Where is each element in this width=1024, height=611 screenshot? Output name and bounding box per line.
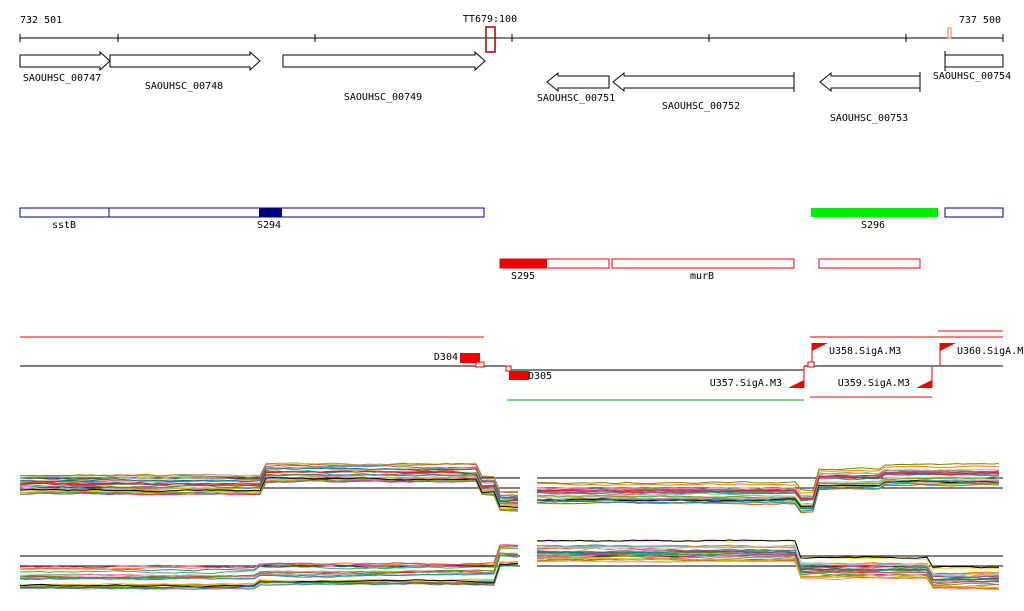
gene-label: SAOUHSC_00753 bbox=[830, 113, 908, 124]
profile-trace bbox=[536, 559, 1000, 591]
tu-label: D305 bbox=[528, 371, 552, 382]
profile-trace bbox=[19, 473, 519, 504]
promoter-flag[interactable] bbox=[916, 380, 932, 388]
profile-trace bbox=[19, 470, 519, 502]
tu-block[interactable] bbox=[460, 353, 480, 363]
profile-trace bbox=[536, 548, 1000, 579]
segment-label: S295 bbox=[511, 271, 535, 282]
segment-track-forward: sstB S294 S296 bbox=[19, 207, 1004, 231]
coordinate-ruler: 732 501 737 500 TT679:100 bbox=[19, 14, 1004, 53]
profile-trace bbox=[20, 462, 519, 493]
profile-trace bbox=[536, 463, 1000, 492]
segment-highlight[interactable] bbox=[259, 208, 282, 217]
profile-trace bbox=[536, 480, 1000, 510]
tu-label: U358.SigA.M3 bbox=[829, 346, 901, 357]
expression-profiles bbox=[19, 462, 1003, 591]
profile-trace bbox=[19, 544, 519, 569]
profile-trace bbox=[536, 539, 1000, 569]
tu-label: D304 bbox=[434, 352, 458, 363]
segment-box[interactable] bbox=[108, 207, 485, 218]
segment-box[interactable] bbox=[611, 258, 795, 269]
segment-highlight[interactable] bbox=[811, 208, 938, 217]
gene-label: SAOUHSC_00749 bbox=[344, 92, 422, 103]
segment-label: sstB bbox=[52, 220, 76, 231]
segment-label: S296 bbox=[861, 220, 885, 231]
gene-arrow[interactable] bbox=[282, 50, 486, 72]
site-marker[interactable] bbox=[947, 27, 952, 39]
profile-trace bbox=[536, 482, 1000, 512]
segment-label: murB bbox=[690, 271, 714, 282]
profile-trace bbox=[19, 564, 519, 590]
promoter-flag[interactable] bbox=[812, 343, 828, 351]
profile-trace bbox=[19, 464, 519, 496]
segment-label: S294 bbox=[257, 220, 281, 231]
ruler-marker-label: TT679:100 bbox=[463, 14, 517, 25]
profile-trace bbox=[19, 469, 519, 501]
gene-label: SAOUHSC_00748 bbox=[145, 81, 223, 92]
profile-trace bbox=[19, 560, 519, 586]
gene-label: SAOUHSC_00754 bbox=[933, 71, 1011, 82]
gene-arrow[interactable] bbox=[546, 71, 610, 93]
promoter-flag[interactable] bbox=[940, 343, 956, 351]
profile-trace bbox=[536, 550, 999, 581]
segment-box[interactable] bbox=[944, 207, 1004, 218]
profile-trace bbox=[19, 547, 519, 575]
profile-trace bbox=[19, 552, 519, 579]
profile-trace bbox=[19, 554, 519, 581]
profile-trace bbox=[536, 473, 1000, 502]
segment-box[interactable] bbox=[19, 207, 110, 218]
gene-label: SAOUHSC_00747 bbox=[23, 73, 101, 84]
profile-trace bbox=[536, 553, 1000, 584]
profile-trace bbox=[536, 465, 1000, 494]
profile-trace bbox=[537, 477, 1000, 507]
profile-trace bbox=[536, 473, 1000, 500]
profile-trace bbox=[536, 471, 1000, 500]
profile-trace bbox=[536, 557, 1000, 589]
profile-trace bbox=[536, 545, 1000, 576]
terminator-marker[interactable] bbox=[485, 26, 496, 53]
profile-trace bbox=[19, 467, 518, 499]
gene-arrow[interactable] bbox=[109, 50, 261, 72]
segment-track-reverse: S295 murB bbox=[499, 258, 921, 282]
gene-arrow[interactable] bbox=[944, 54, 1004, 68]
profile-trace bbox=[19, 473, 519, 505]
profile-trace bbox=[20, 564, 519, 590]
gene-label: SAOUHSC_00751 bbox=[537, 93, 615, 104]
promoter-flag[interactable] bbox=[788, 380, 804, 388]
gene-arrow[interactable] bbox=[819, 71, 921, 93]
gene-arrow[interactable] bbox=[19, 50, 111, 72]
segment-box[interactable] bbox=[818, 258, 921, 269]
gene-arrow[interactable] bbox=[612, 71, 795, 93]
ruler-start-label: 732 501 bbox=[20, 15, 62, 26]
profile-trace bbox=[536, 476, 1000, 505]
profile-trace bbox=[19, 546, 519, 572]
tu-block[interactable] bbox=[509, 371, 529, 380]
tu-label: U359.SigA.M3 bbox=[838, 378, 910, 389]
segment-highlight[interactable] bbox=[500, 259, 547, 268]
profile-trace bbox=[19, 478, 519, 512]
gene-label: SAOUHSC_00752 bbox=[662, 101, 740, 112]
profile-trace bbox=[19, 477, 519, 508]
gene-track: SAOUHSC_00747 SAOUHSC_00748 SAOUHSC_0074… bbox=[19, 50, 1011, 124]
tu-label: U357.SigA.M3 bbox=[710, 378, 782, 389]
profile-trace bbox=[537, 468, 1000, 497]
transcription-unit-track: D304 D305 U357.SigA.M3 U358.SigA.M3 U359… bbox=[20, 330, 1024, 401]
profile-trace bbox=[536, 555, 1000, 586]
tu-label: U360.SigA.M3 bbox=[957, 346, 1024, 357]
ruler-end-label: 737 500 bbox=[959, 15, 1001, 26]
